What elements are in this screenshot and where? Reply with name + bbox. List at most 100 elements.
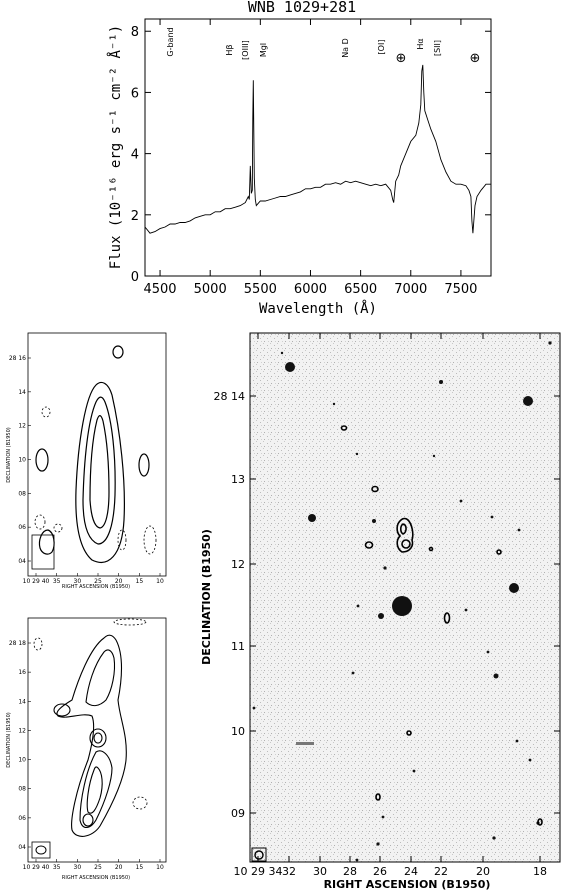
radio-map-lower-x-label: RIGHT ASCENSION (B1950) bbox=[62, 875, 130, 881]
optical-streak bbox=[296, 742, 314, 745]
small-map-x-tick-label: 25 bbox=[94, 864, 102, 871]
optical-y-tick-label: 28 14 bbox=[214, 390, 246, 403]
small-map-y-tick-label: 04 bbox=[18, 844, 26, 851]
radio-map-lower-x-ticks: 10 29 40 35 30 25 20 15 10 bbox=[23, 859, 164, 871]
small-map-x-tick-label: 25 bbox=[94, 578, 102, 585]
radio-map-upper-dashed-contours bbox=[34, 406, 157, 555]
spectrum-y-tick-label: 0 bbox=[131, 270, 139, 285]
optical-x-tick-label: 24 bbox=[404, 865, 418, 878]
spectrum-x-tick-label: 5000 bbox=[194, 282, 227, 297]
small-map-y-tick-label: 28 16 bbox=[9, 355, 26, 362]
small-map-x-tick-label: 30 bbox=[74, 864, 82, 871]
small-map-y-tick-label: 12 bbox=[18, 727, 26, 734]
radio-map-lower-y-ticks: 28 18 16 14 12 10 08 06 04 bbox=[9, 640, 31, 851]
spectrum-y-axis-label: Flux (10⁻¹⁶ erg s⁻¹ cm⁻² Å⁻¹) bbox=[107, 25, 124, 269]
small-map-x-tick-label: 15 bbox=[136, 578, 144, 585]
spectrum-line-label: [OIII] bbox=[241, 40, 250, 60]
small-map-x-tick-label: 10 bbox=[156, 578, 164, 585]
small-map-y-tick-label: 04 bbox=[18, 558, 26, 565]
radio-map-upper-contours bbox=[35, 345, 150, 563]
optical-beam-box bbox=[251, 847, 267, 862]
radio-map-upper-y-label: DECLINATION (B1950) bbox=[6, 427, 12, 482]
optical-x-tick-label: 20 bbox=[476, 865, 490, 878]
spectrum-line-label: G-band bbox=[166, 27, 175, 56]
spectrum-x-axis-label: Wavelength (Å) bbox=[259, 300, 377, 317]
spectrum-line-label: Hα bbox=[416, 38, 425, 49]
spectrum-y-tick-label: 8 bbox=[131, 25, 139, 40]
small-map-x-tick-label: 20 bbox=[115, 578, 123, 585]
optical-y-label: DECLINATION (B1950) bbox=[200, 529, 213, 665]
small-map-y-tick-label: 14 bbox=[18, 698, 26, 705]
optical-y-ticks: 28 14 13 12 11 10 09 bbox=[214, 390, 560, 820]
optical-x-tick-label: 26 bbox=[373, 865, 387, 878]
spectrum-line-annotations: G-band Hβ [OIII] MgI Na D [OI] Hα [SII] ⊕ ⊕ bbox=[166, 27, 480, 66]
spectrum-y-tick-label: 4 bbox=[131, 148, 139, 163]
optical-x-tick-label: 28 bbox=[343, 865, 357, 878]
spectrum-x-tick-label: 5500 bbox=[244, 282, 277, 297]
optical-x-tick-label: 18 bbox=[533, 865, 547, 878]
optical-radio-contours bbox=[340, 425, 543, 826]
radio-map-lower-beam bbox=[35, 845, 47, 855]
spectrum-x-tick-label: 7500 bbox=[444, 282, 477, 297]
spectrum-telluric-label: ⊕ bbox=[396, 51, 407, 66]
spectrum-panel: WNB 1029+281 4500 5000 5500 6000 6500 7000 750… bbox=[107, 0, 492, 317]
small-map-x-tick-label: 10 bbox=[156, 864, 164, 871]
radio-map-upper-beam-box bbox=[31, 534, 55, 570]
small-map-x-tick-label: 20 bbox=[115, 864, 123, 871]
small-map-y-tick-label: 12 bbox=[18, 423, 26, 430]
spectrum-telluric-label: ⊕ bbox=[470, 51, 481, 66]
radio-map-lower-frame bbox=[27, 617, 167, 863]
optical-overlay: 10 29 34 32 30 28 26 24 22 20 18 28 14 13 12 11 10 09… bbox=[200, 332, 561, 891]
optical-y-tick-label: 10 bbox=[231, 725, 245, 738]
optical-x-tick-label: 10 29 34 bbox=[234, 865, 283, 878]
optical-y-tick-label: 13 bbox=[231, 473, 245, 486]
spectrum-title: WNB 1029+281 bbox=[248, 0, 356, 16]
spectrum-x-tick-label: 6500 bbox=[344, 282, 377, 297]
radio-map-upper-x-ticks: 10 29 40 35 30 25 20 15 10 bbox=[23, 573, 164, 585]
small-map-y-tick-label: 28 18 bbox=[9, 640, 26, 647]
small-map-x-tick-label: 30 bbox=[74, 578, 82, 585]
radio-map-lower-y-label: DECLINATION (B1950) bbox=[6, 712, 12, 767]
small-map-y-tick-label: 08 bbox=[18, 786, 26, 793]
optical-x-ticks: 10 29 34 32 30 28 26 24 22 20 18 bbox=[234, 333, 547, 878]
small-map-y-tick-label: 06 bbox=[18, 815, 26, 822]
spectrum-series-line bbox=[144, 64, 491, 234]
radio-map-upper-y-ticks: 28 16 14 12 10 08 06 04 bbox=[9, 355, 31, 565]
optical-x-label: RIGHT ASCENSION (B1950) bbox=[324, 878, 491, 891]
small-map-x-tick-label: 10 29 40 bbox=[23, 578, 50, 585]
optical-y-tick-label: 11 bbox=[231, 640, 245, 653]
optical-stars bbox=[252, 341, 552, 862]
small-map-y-tick-label: 10 bbox=[18, 457, 26, 464]
spectrum-y-ticks: 0 2 4 6 8 bbox=[131, 25, 491, 285]
small-map-y-tick-label: 06 bbox=[18, 524, 26, 531]
spectrum-line-label: Na D bbox=[341, 38, 350, 58]
spectrum-x-tick-label: 6000 bbox=[294, 282, 327, 297]
spectrum-y-tick-label: 2 bbox=[131, 209, 139, 224]
optical-y-tick-label: 12 bbox=[231, 558, 245, 571]
spectrum-line-label: [OI] bbox=[377, 40, 386, 55]
optical-x-tick-label: 30 bbox=[313, 865, 327, 878]
spectrum-line-label: Hβ bbox=[225, 44, 234, 55]
radio-map-upper-x-label: RIGHT ASCENSION (B1950) bbox=[62, 584, 130, 590]
small-map-y-tick-label: 08 bbox=[18, 490, 26, 497]
spectrum-y-tick-label: 6 bbox=[131, 86, 139, 101]
spectrum-x-ticks: 4500 5000 5500 6000 6500 7000 7500 bbox=[143, 19, 477, 297]
optical-y-tick-label: 09 bbox=[231, 807, 245, 820]
spectrum-frame bbox=[144, 18, 492, 277]
spectrum-line-label: [SII] bbox=[433, 40, 442, 56]
small-map-x-tick-label: 10 29 40 bbox=[23, 864, 50, 871]
radio-map-upper: 28 16 14 12 10 08 06 04 10 29 40 35 30 25 20 15 10 R… bbox=[6, 332, 167, 590]
small-map-y-tick-label: 16 bbox=[18, 669, 26, 676]
spectrum-x-tick-label: 7000 bbox=[394, 282, 427, 297]
small-map-x-tick-label: 15 bbox=[136, 864, 144, 871]
optical-x-tick-label: 22 bbox=[434, 865, 448, 878]
small-map-x-tick-label: 35 bbox=[53, 864, 61, 871]
radio-map-lower-dashed-contours bbox=[33, 618, 148, 810]
spectrum-x-tick-label: 4500 bbox=[143, 282, 176, 297]
optical-x-tick-label: 32 bbox=[282, 865, 296, 878]
small-map-y-tick-label: 10 bbox=[18, 757, 26, 764]
small-map-y-tick-label: 14 bbox=[18, 389, 26, 396]
radio-map-lower-contours bbox=[53, 634, 127, 837]
small-map-x-tick-label: 35 bbox=[53, 578, 61, 585]
